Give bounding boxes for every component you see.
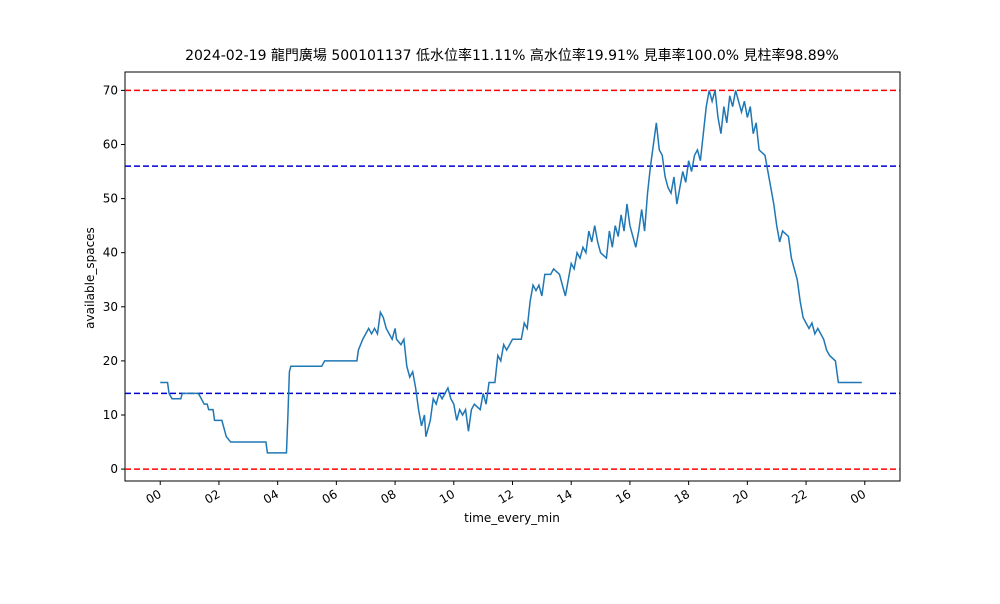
x-tick-label: 16	[613, 487, 633, 507]
x-tick-label: 08	[378, 487, 398, 507]
x-tick-label: 06	[320, 487, 340, 507]
x-tick-label: 00	[848, 487, 868, 507]
y-axis-label: available_spaces	[83, 227, 97, 329]
x-tick-label: 18	[672, 487, 692, 507]
x-tick-label: 04	[261, 487, 281, 507]
x-tick-label: 00	[143, 487, 163, 507]
x-tick-label: 14	[554, 487, 574, 507]
y-tick-label: 60	[103, 137, 118, 151]
x-axis-label: time_every_min	[464, 511, 560, 525]
data-line	[160, 90, 862, 454]
y-tick-label: 50	[103, 192, 118, 206]
y-tick-label: 30	[103, 300, 118, 314]
x-tick-label: 10	[437, 487, 457, 507]
x-tick-label: 12	[496, 487, 516, 507]
plot-frame	[124, 71, 901, 482]
y-tick-label: 0	[110, 462, 118, 476]
x-tick-label: 22	[789, 487, 809, 507]
y-tick-label: 70	[103, 83, 118, 97]
x-tick-label: 20	[731, 487, 751, 507]
x-tick-label: 02	[202, 487, 222, 507]
y-tick-label: 20	[103, 354, 118, 368]
y-tick-label: 40	[103, 246, 118, 260]
chart-title: 2024-02-19 龍門廣場 500101137 低水位率11.11% 高水位…	[185, 47, 839, 64]
y-tick-label: 10	[103, 408, 118, 422]
